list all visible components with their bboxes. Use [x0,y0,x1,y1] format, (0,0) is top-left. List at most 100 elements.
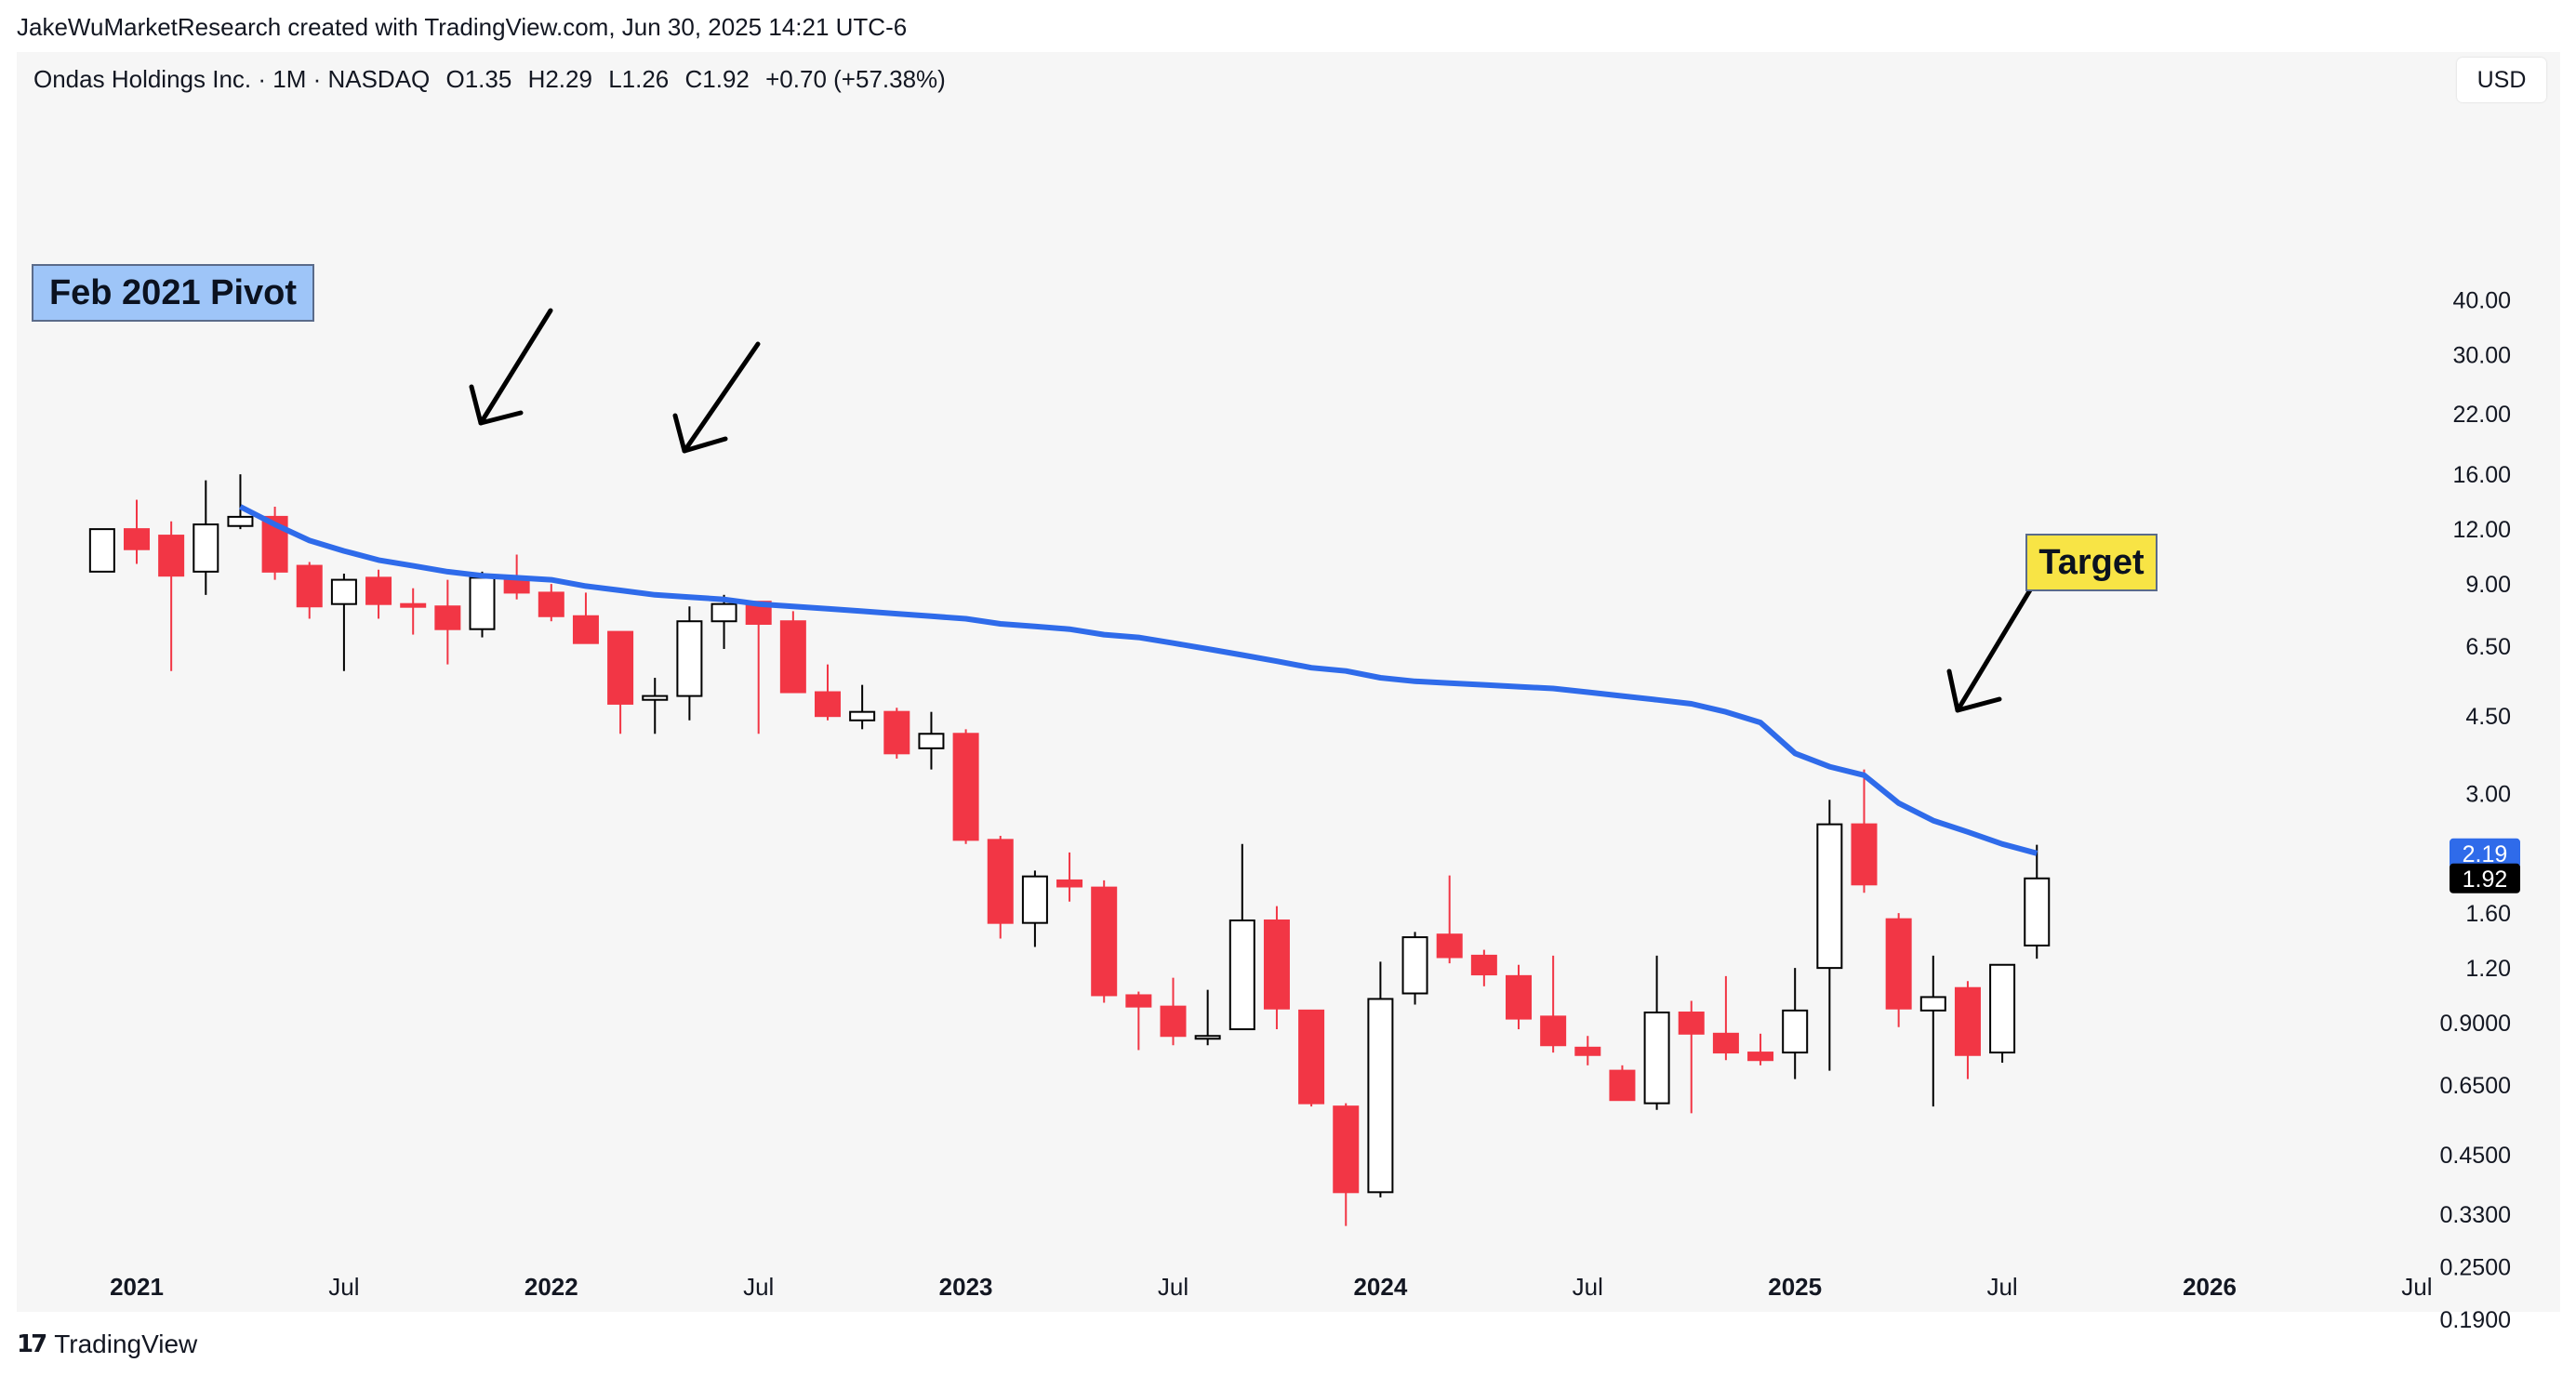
y-tick-label: 0.3300 [2440,1202,2511,1228]
annotation-arrow [682,341,761,454]
candle-body [1436,933,1463,959]
candle-body [849,710,876,721]
candle-body [538,591,564,617]
candle-body [1228,919,1255,1031]
candle-body [365,576,392,605]
tradingview-logo-icon[interactable]: 17 [17,1330,47,1358]
ma-price-tag [2450,838,2520,868]
candle-body [1470,954,1497,976]
candle-body [1091,886,1118,997]
y-tick-label: 0.9000 [2440,1011,2511,1037]
candle-body [572,615,599,644]
candle-body [1678,1012,1705,1035]
candle-body [710,602,737,623]
annotation-arrowhead [672,413,728,454]
candle-body [1989,963,2016,1054]
x-tick-label: 2021 [110,1273,164,1301]
candle-body [1194,1035,1221,1040]
candle-body [1609,1069,1636,1102]
candle-body [124,528,150,550]
candle-body [296,564,323,608]
candle-body [400,602,427,608]
moving-average-series [239,504,2038,856]
candle-body [1919,996,1946,1012]
last-price-tag [2450,863,2520,893]
last-price-tag-label: 1.92 [2463,867,2508,893]
x-tick-label: 2024 [1353,1273,1407,1301]
x-tick-label: Jul [1573,1273,1603,1301]
price-axis[interactable]: 40.00 30.00 22.00 16.00 12.00 9.00 6.50 4.50 3.0… [2440,287,2511,1333]
candle-body [779,620,806,694]
chart-panel[interactable] [17,52,2560,1312]
symbol-legend: Ondas Holdings Inc. · 1M · NASDAQ O1.35 … [33,65,955,94]
y-tick-label: 40.00 [2452,287,2511,313]
x-tick-label: 2023 [939,1273,993,1301]
candle-body [330,578,357,605]
candle-body [987,839,1014,924]
candle-body [1506,974,1532,1020]
y-tick-label: 30.00 [2452,342,2511,368]
candle-body [1643,1012,1670,1105]
candle-body [952,733,979,841]
x-tick-label: Jul [743,1273,774,1301]
x-tick-label: Jul [328,1273,359,1301]
candle-body [1125,994,1152,1008]
ma-price-tag-label: 2.19 [2463,841,2508,867]
candle-body [1712,1032,1739,1054]
candle-body [1021,875,1048,924]
x-tick-label: 2026 [2183,1273,2237,1301]
candle-body [158,535,185,577]
candle-body [1747,1052,1774,1062]
y-tick-label: 12.00 [2452,517,2511,543]
candle-body [2024,877,2051,946]
candle-body [1401,936,1428,995]
x-tick-label: 2025 [1768,1273,1822,1301]
change-value: +0.70 (+57.38%) [765,65,946,93]
y-tick-label: 0.4500 [2440,1143,2511,1169]
candle-body [1333,1105,1360,1194]
y-tick-label: 22.00 [2452,402,2511,428]
y-tick-label: 6.50 [2465,634,2511,660]
candle-body [1574,1046,1601,1056]
time-axis[interactable]: 2021 Jul 2022 Jul 2023 Jul 2024 Jul 2025 Jul 2026 J… [110,1273,2432,1301]
candle-body [815,691,841,718]
candle-body [1885,918,1912,1010]
pivot-annotation[interactable]: Feb 2021 Pivot [32,264,314,322]
y-tick-label: 0.6500 [2440,1073,2511,1099]
candle-body [607,630,634,705]
footer: 17 TradingView [17,1330,197,1359]
candle-body [503,578,530,594]
y-tick-label: 16.00 [2452,462,2511,488]
candle-body [227,515,254,527]
symbol-name: Ondas Holdings Inc. · 1M · NASDAQ [33,65,431,93]
candle-body [1367,998,1394,1194]
candle-body [434,605,461,630]
annotation-arrows [469,308,2037,713]
y-tick-label: 4.50 [2465,704,2511,730]
candle-body [883,710,910,755]
candlestick-series [88,474,2051,1226]
candle-body [469,576,496,630]
target-annotation[interactable]: Target [2025,534,2158,591]
candle-body [88,528,115,573]
moving-average-line [239,504,2038,856]
low-value: L1.26 [608,65,670,93]
price-tags: 2.191.92 [2450,838,2520,893]
currency-button[interactable]: USD [2457,58,2546,102]
candle-body [1298,1009,1325,1105]
candle-body [918,733,945,749]
candle-body [1816,823,1843,970]
footer-brand[interactable]: TradingView [54,1330,198,1358]
y-tick-label: 0.1900 [2440,1307,2511,1333]
y-tick-label: 3.00 [2465,781,2511,807]
candle-body [1160,1005,1187,1038]
annotation-arrow [478,308,553,426]
candle-body [1056,879,1083,888]
candle-body [1782,1009,1809,1054]
annotation-arrowhead [1946,668,2002,713]
candle-body [1851,823,1878,886]
x-tick-label: Jul [1158,1273,1188,1301]
candle-body [1263,919,1290,1010]
annotation-arrow [1955,581,2037,713]
